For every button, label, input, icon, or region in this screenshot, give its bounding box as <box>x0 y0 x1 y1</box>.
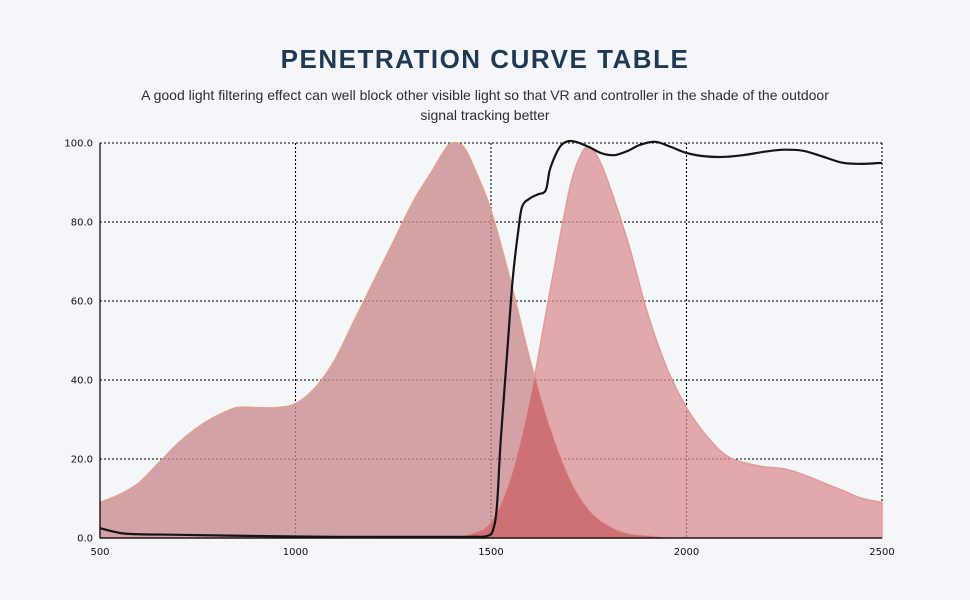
chart-title: PENETRATION CURVE TABLE <box>280 44 690 74</box>
tick-labels: 0.0 20.0 40.0 60.0 80.0 100.0 500 1000 1500 2000 2… <box>64 139 894 559</box>
x-tick-label: 2000 <box>674 547 699 558</box>
y-tick-label: 20.0 <box>71 455 93 466</box>
y-tick-label: 60.0 <box>71 297 93 308</box>
chart-subtitle: A good light filtering effect can well b… <box>141 87 829 123</box>
x-tick-label: 1000 <box>283 547 308 558</box>
y-tick-label: 100.0 <box>64 139 93 150</box>
y-tick-label: 80.0 <box>71 218 93 229</box>
area-series <box>99 141 883 539</box>
axes <box>99 143 882 539</box>
y-tick-label: 40.0 <box>71 376 93 387</box>
x-tick-label: 1500 <box>478 547 503 558</box>
transmission-line <box>99 139 883 538</box>
x-tick-label: 2500 <box>869 547 894 558</box>
line-series <box>99 139 883 538</box>
y-tick-label: 0.0 <box>77 534 93 545</box>
x-tick-label: 500 <box>90 547 109 558</box>
